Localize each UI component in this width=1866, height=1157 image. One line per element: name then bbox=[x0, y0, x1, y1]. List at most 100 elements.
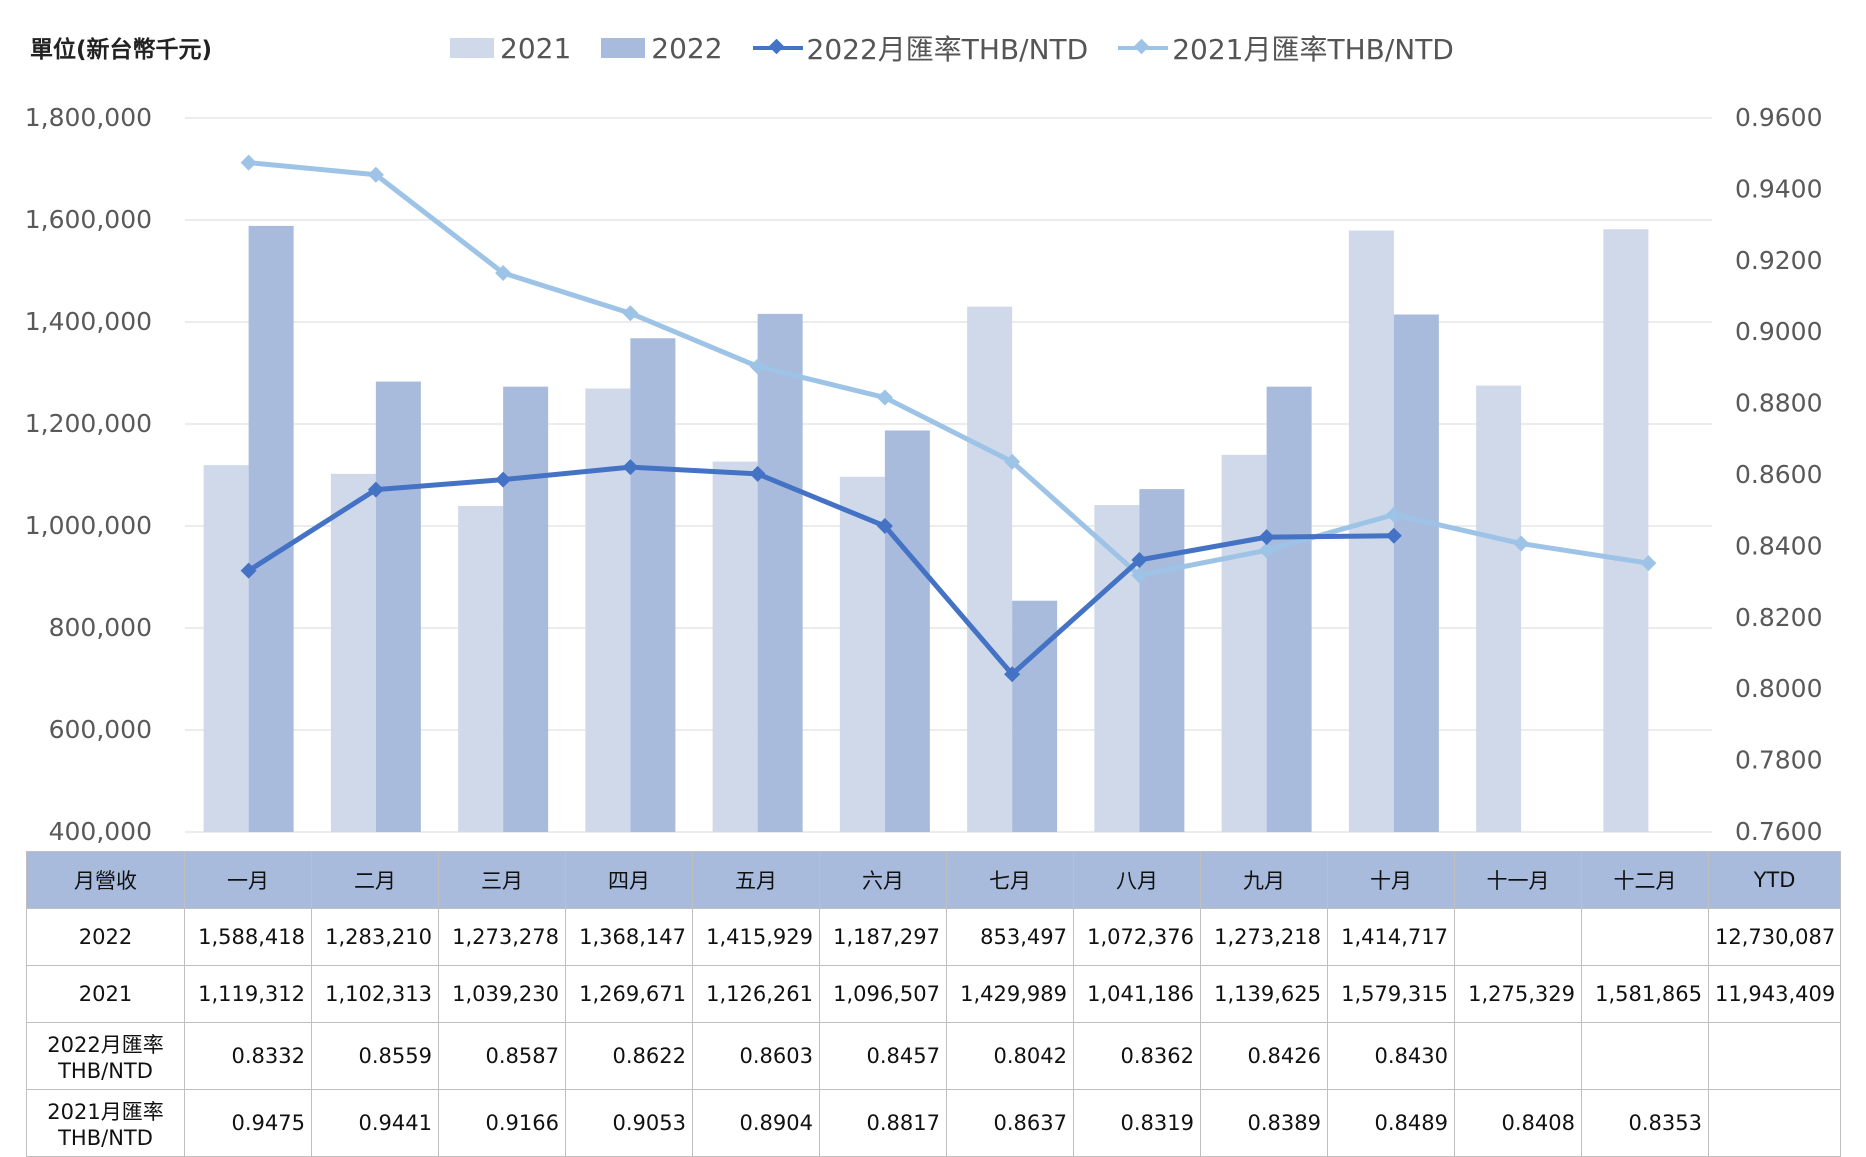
table-cell: 0.8408 bbox=[1454, 1089, 1582, 1157]
table-cell: 0.9166 bbox=[438, 1089, 566, 1157]
table-cell: 0.8319 bbox=[1073, 1089, 1201, 1157]
legend-line-rate-2022 bbox=[752, 38, 803, 58]
row-label: 2022 bbox=[26, 908, 185, 966]
bar-2021 bbox=[967, 306, 1013, 833]
table-cell: 1,414,717 bbox=[1327, 908, 1455, 966]
table-header-cell: 三月 bbox=[438, 851, 566, 909]
table-header-row: 月營收 一月 二月 三月 四月 五月 六月 七月 八月 九月 十月 十一月 十二… bbox=[26, 851, 1841, 909]
y-tick-label-left: 1,400,000 bbox=[25, 307, 152, 336]
marker-2021月匯率THB/NTD bbox=[240, 154, 257, 171]
table-cell: 1,096,507 bbox=[819, 965, 947, 1023]
table-cell: 0.8332 bbox=[184, 1022, 312, 1090]
legend-swatch-2022 bbox=[601, 38, 646, 58]
table-header-cell: 十二月 bbox=[1581, 851, 1709, 909]
table-cell: 11,943,409 bbox=[1708, 965, 1841, 1023]
bar-2021 bbox=[839, 476, 885, 832]
table-cell: 1,119,312 bbox=[184, 965, 312, 1023]
chart-legend: 2021 2022 2022月匯率THB/NTD 2021月匯率THB/NTD bbox=[450, 28, 1484, 68]
marker-2022月匯率THB/NTD bbox=[240, 562, 257, 579]
table-cell: 0.9053 bbox=[565, 1089, 693, 1157]
legend-line-rate-2021 bbox=[1118, 38, 1169, 58]
table-cell: 1,187,297 bbox=[819, 908, 947, 966]
table-cell: 0.8489 bbox=[1327, 1089, 1455, 1157]
marker-2021月匯率THB/NTD bbox=[1131, 567, 1148, 584]
table-cell: 1,269,671 bbox=[565, 965, 693, 1023]
table-cell: 1,139,625 bbox=[1200, 965, 1328, 1023]
table-cell: 1,415,929 bbox=[692, 908, 820, 966]
y-tick-label-right: 0.8400 bbox=[1735, 531, 1822, 560]
bar-2021 bbox=[458, 505, 504, 832]
row-label-line2: THB/NTD bbox=[58, 1126, 153, 1150]
row-label-line1: 2021月匯率 bbox=[47, 1100, 164, 1124]
table-header-cell: 四月 bbox=[565, 851, 693, 909]
marker-2021月匯率THB/NTD bbox=[367, 166, 384, 183]
table-row-2021: 2021 1,119,312 1,102,313 1,039,230 1,269… bbox=[26, 965, 1841, 1023]
table-cell: 1,581,865 bbox=[1581, 965, 1709, 1023]
row-label: 2022月匯率 THB/NTD bbox=[26, 1022, 185, 1090]
marker-2022月匯率THB/NTD bbox=[495, 471, 512, 488]
table-header-cell: 一月 bbox=[184, 851, 312, 909]
bar-2021 bbox=[712, 461, 758, 832]
bar-2022 bbox=[1012, 600, 1058, 832]
legend-label-2021: 2021 bbox=[500, 31, 572, 65]
marker-2021月匯率THB/NTD bbox=[1640, 555, 1657, 572]
legend-swatch-2021 bbox=[450, 38, 494, 58]
table-cell: 1,275,329 bbox=[1454, 965, 1582, 1023]
table-cell: 853,497 bbox=[946, 908, 1074, 966]
table-cell: 0.8637 bbox=[946, 1089, 1074, 1157]
table-cell: 1,102,313 bbox=[311, 965, 439, 1023]
y-tick-label-right: 0.7600 bbox=[1735, 817, 1822, 846]
table-header-cell: 六月 bbox=[819, 851, 947, 909]
y-tick-label-right: 0.7800 bbox=[1735, 746, 1822, 775]
table-cell: 0.8430 bbox=[1327, 1022, 1455, 1090]
table-cell: 1,588,418 bbox=[184, 908, 312, 966]
y-tick-label-left: 1,800,000 bbox=[25, 103, 152, 132]
table-cell: 1,283,210 bbox=[311, 908, 439, 966]
legend-item-rate-2022: 2022月匯率THB/NTD bbox=[752, 28, 1088, 68]
marker-2021月匯率THB/NTD bbox=[622, 305, 639, 322]
y-axis-unit-label: 單位(新台幣千元) bbox=[30, 37, 213, 63]
legend-label-2022: 2022 bbox=[651, 31, 723, 65]
marker-2022月匯率THB/NTD bbox=[749, 465, 766, 482]
row-label: 2021 bbox=[26, 965, 185, 1023]
y-tick-label-left: 800,000 bbox=[49, 613, 152, 642]
table-cell: 1,273,218 bbox=[1200, 908, 1328, 966]
bar-2021 bbox=[1603, 229, 1649, 833]
bar-2022 bbox=[503, 386, 549, 832]
marker-2022月匯率THB/NTD bbox=[367, 481, 384, 498]
table-cell: 0.8559 bbox=[311, 1022, 439, 1090]
table-cell: 1,368,147 bbox=[565, 908, 693, 966]
y-tick-label-left: 1,000,000 bbox=[25, 511, 152, 540]
marker-2022月匯率THB/NTD bbox=[876, 518, 893, 535]
y-tick-label-right: 0.8000 bbox=[1735, 674, 1822, 703]
table-cell: 0.8042 bbox=[946, 1022, 1074, 1090]
table-header-cell: 七月 bbox=[946, 851, 1074, 909]
table-cell bbox=[1708, 1089, 1841, 1157]
table-row-rate-2021: 2021月匯率 THB/NTD 0.9475 0.9441 0.9166 0.9… bbox=[26, 1089, 1841, 1157]
table-cell: 0.9475 bbox=[184, 1089, 312, 1157]
data-table: 月營收 一月 二月 三月 四月 五月 六月 七月 八月 九月 十月 十一月 十二… bbox=[26, 851, 1841, 1157]
y-tick-label-right: 0.9000 bbox=[1735, 317, 1822, 346]
y-tick-label-left: 400,000 bbox=[49, 817, 152, 846]
bar-2021 bbox=[1221, 454, 1267, 832]
y-tick-label-right: 0.8200 bbox=[1735, 603, 1822, 632]
marker-2021月匯率THB/NTD bbox=[749, 358, 766, 375]
y-tick-label-right: 0.9200 bbox=[1735, 246, 1822, 275]
bar-2021 bbox=[585, 388, 631, 832]
table-cell: 0.9441 bbox=[311, 1089, 439, 1157]
row-label-line2: THB/NTD bbox=[58, 1059, 153, 1083]
table-cell: 12,730,087 bbox=[1708, 908, 1841, 966]
line-2021月匯率THB/NTD bbox=[248, 160, 1649, 578]
bar-2022 bbox=[1266, 386, 1312, 832]
y-tick-label-right: 0.9400 bbox=[1735, 174, 1822, 203]
y-tick-label-right: 0.8800 bbox=[1735, 389, 1822, 418]
y-tick-label-left: 600,000 bbox=[49, 715, 152, 744]
table-cell: 0.8904 bbox=[692, 1089, 820, 1157]
bar-2022 bbox=[757, 313, 803, 832]
y-tick-label-right: 0.9600 bbox=[1735, 103, 1822, 132]
table-cell bbox=[1581, 908, 1709, 966]
table-cell: 0.8817 bbox=[819, 1089, 947, 1157]
table-cell: 0.8603 bbox=[692, 1022, 820, 1090]
table-cell: 1,041,186 bbox=[1073, 965, 1201, 1023]
table-row-rate-2022: 2022月匯率 THB/NTD 0.8332 0.8559 0.8587 0.8… bbox=[26, 1022, 1841, 1090]
